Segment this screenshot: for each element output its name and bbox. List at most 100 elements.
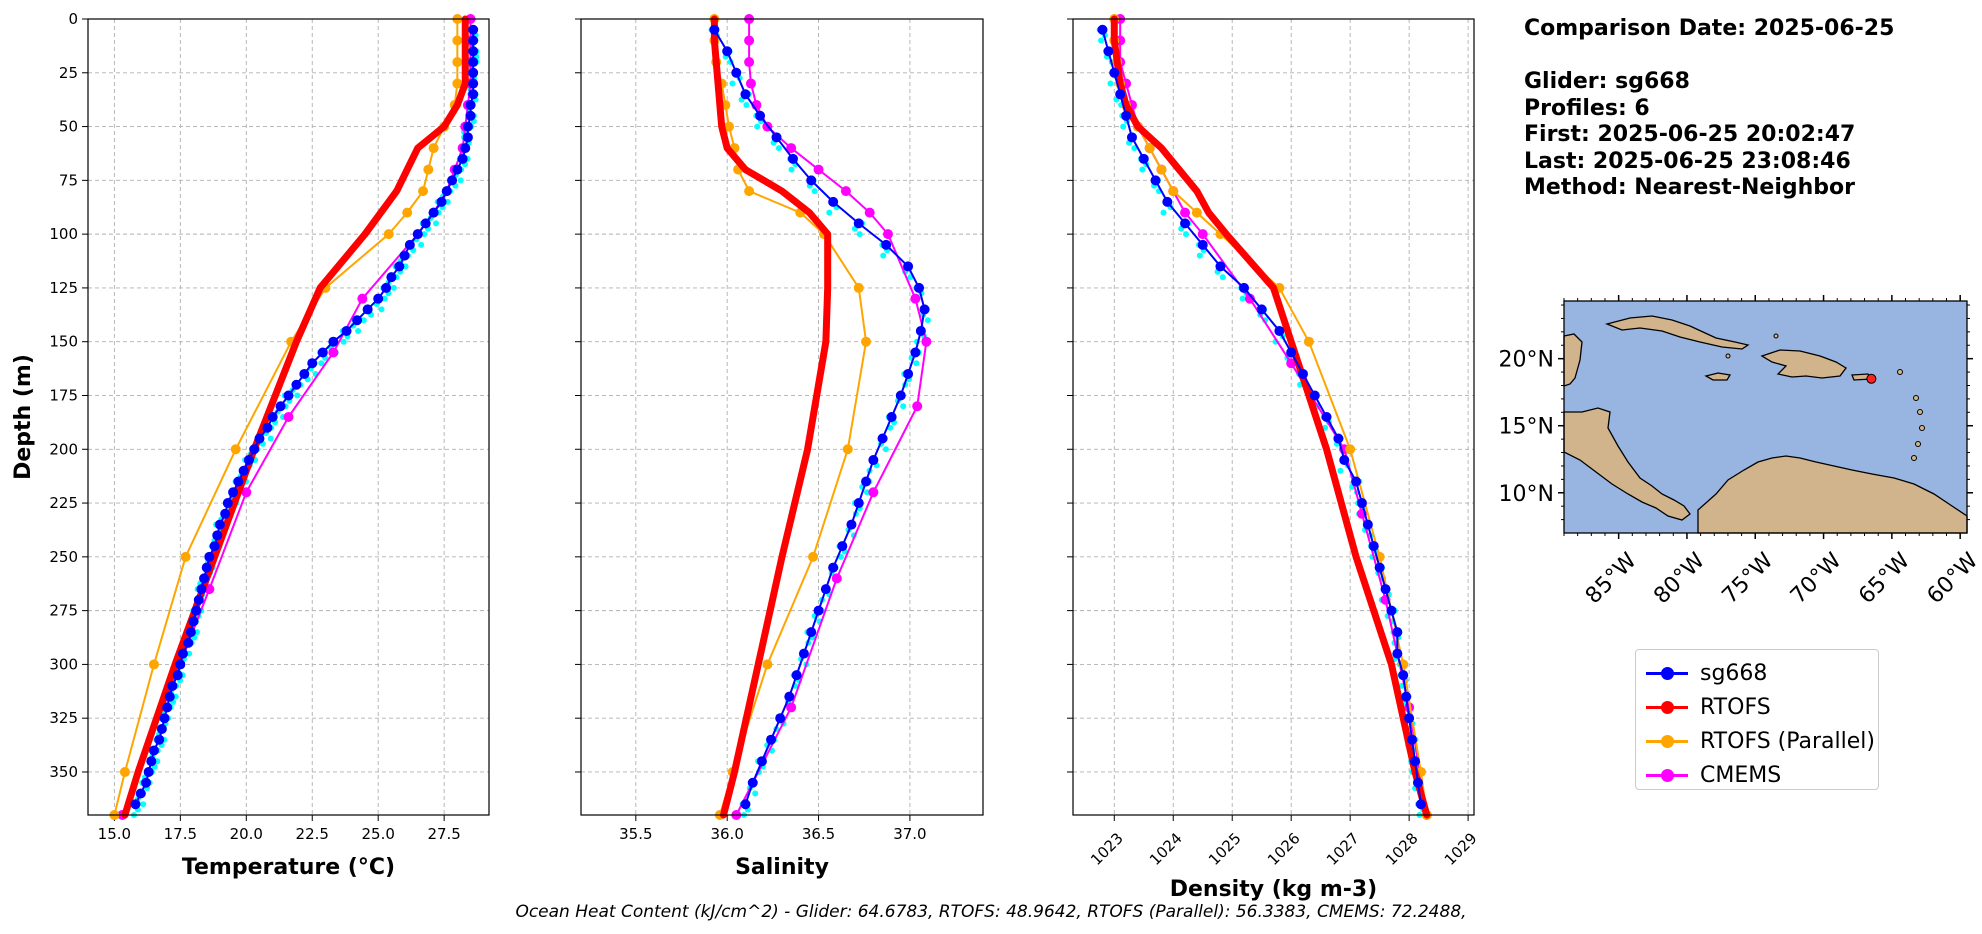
series-point [910,293,921,304]
scatter-point [754,123,761,130]
series-point [1380,584,1391,595]
scatter-point [1098,37,1105,44]
series-point [230,444,241,455]
series-point [418,186,429,197]
profile-panels: 15.0 17.5 20.0 22.5 25.0 27.5 0 25 50 75 100 125 150… [11,10,1481,902]
legend-item-rtofs: RTOFS [1644,690,1878,724]
series-point [465,110,476,121]
series-line [735,18,928,816]
series-point [1404,713,1415,724]
y-tick-label: 225 [49,494,78,512]
legend-item-sg668: sg668 [1644,656,1878,690]
series-point [222,498,233,509]
series-point [423,164,434,175]
series-point [864,207,875,218]
series-point [808,551,819,562]
y-tick-label: 325 [49,709,78,727]
series-point [740,799,751,810]
series-point [1286,358,1297,369]
series-point [267,412,278,422]
scatter-point [811,188,818,195]
y-tick-label: 200 [49,440,78,458]
series-point [465,100,476,111]
map-lon-label: 60°W [1923,548,1982,609]
series-point [357,293,368,304]
scatter-point [1139,166,1146,173]
series-point [399,250,410,261]
y-tick-label: 25 [59,64,78,82]
map-land-island [1911,455,1917,461]
scatter-point [1337,467,1344,474]
series-point [828,196,839,207]
series-point [243,455,254,466]
y-tick-label: 350 [49,763,78,781]
map-lon-label: 80°W [1649,548,1710,609]
glider-position-marker [1866,373,1877,384]
series-point [262,422,273,433]
x-tick-label: 1029 [1441,829,1481,869]
series-point [1103,46,1114,57]
series-point [468,89,479,100]
series-point [1401,691,1412,702]
series-point [447,175,458,186]
series-point [457,153,468,164]
scatter-point [267,435,274,442]
series-point [831,573,842,584]
series-point [910,347,921,358]
scatter-point [752,790,759,797]
scatter-point [378,306,385,313]
scatter-point [864,489,871,496]
panel-density: 1023 1024 1025 1026 1027 1028 1029 Density (kg … [1067,14,1481,902]
series-point [1138,153,1149,164]
y-tick-label: 250 [49,548,78,566]
scatter-point [913,360,920,367]
series-point [193,594,204,605]
series-point [1309,390,1320,401]
series-point [291,379,302,390]
series-point [853,218,864,229]
series-point [837,541,848,552]
series-point [895,390,906,401]
legend: sg668 RTOFS RTOFS (Parallel) CMEMS [1635,649,1879,790]
series-point [1368,541,1379,552]
scatter-point [856,231,863,238]
series-point [394,261,405,272]
series-point [791,670,802,681]
series-point [283,390,294,401]
series-point [1244,293,1255,304]
series-point [254,433,265,444]
series-point [154,734,165,745]
series-point [840,186,851,197]
series-point [1374,562,1385,573]
series-point [1398,670,1409,681]
x-tick-label: 25.0 [361,825,394,843]
series-point [853,498,864,509]
map-land-island [1915,441,1921,447]
series-point [786,702,797,713]
x-tick-label: 35.5 [619,825,652,843]
series-point [775,713,786,724]
series-point [468,78,479,89]
series-point [238,465,249,476]
series-point [148,745,159,756]
series-point [877,433,888,444]
series-point [744,57,755,68]
x-axis-label: Salinity [735,855,829,880]
series-point [1415,799,1426,810]
x-axis-label: Density (kg m-3) [1170,877,1378,902]
map-land-island [1725,353,1731,359]
series-rtofs [710,15,832,819]
series-point [846,519,857,530]
y-tick-label: 125 [49,279,78,297]
series-point [188,616,199,627]
series-point [1407,734,1418,745]
y-tick-label: 300 [49,655,78,673]
series-point [167,680,178,691]
series-point [853,282,864,293]
series-point [441,186,452,197]
series-point [1197,229,1208,240]
map-lat-label: 15°N [1499,415,1554,440]
scatter-point [788,166,795,173]
series-point [747,777,758,788]
y-tick-label: 100 [49,225,78,243]
